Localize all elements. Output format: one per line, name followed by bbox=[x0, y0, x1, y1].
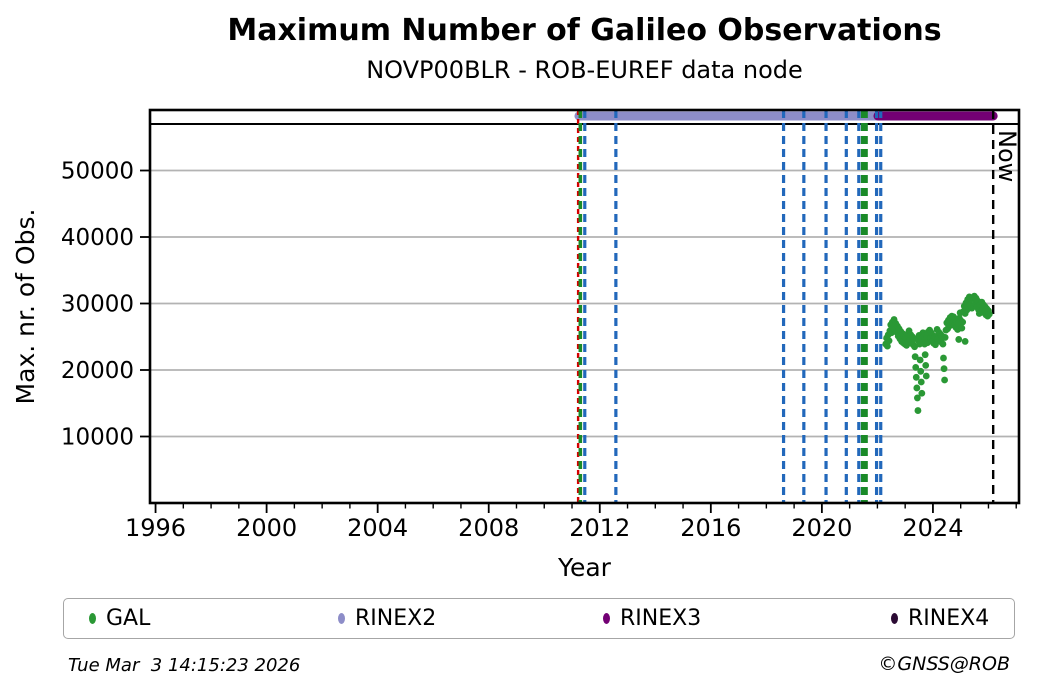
series-gal bbox=[882, 292, 993, 414]
chart-subtitle: NOVP00BLR - ROB-EUREF data node bbox=[366, 56, 803, 84]
svg-text:1996: 1996 bbox=[125, 514, 186, 542]
svg-text:20000: 20000 bbox=[61, 358, 134, 384]
legend-item-gal: GAL bbox=[89, 599, 150, 637]
svg-text:2000: 2000 bbox=[236, 514, 297, 542]
chart-title: Maximum Number of Galileo Observations bbox=[227, 13, 942, 48]
legend-item-rinex2: RINEX2 bbox=[338, 599, 436, 637]
svg-text:2012: 2012 bbox=[569, 514, 630, 542]
x-axis-ticks: 1996 2000 2004 2008 2012 2016 2020 2024 bbox=[125, 503, 1017, 542]
legend: GAL RINEX2 RINEX3 RINEX4 bbox=[63, 598, 1015, 639]
now-label: Now bbox=[993, 130, 1021, 182]
svg-text:2004: 2004 bbox=[347, 514, 408, 542]
y-axis-ticks: 10000 20000 30000 40000 50000 bbox=[61, 159, 150, 451]
svg-text:40000: 40000 bbox=[61, 225, 134, 251]
copyright: ©GNSS@ROB bbox=[878, 653, 1010, 675]
legend-label-rinex2: RINEX2 bbox=[355, 605, 437, 631]
legend-item-rinex4: RINEX4 bbox=[891, 599, 989, 637]
plot: Now 1996 2000 2004 2008 2012 2016 2020 2024 10000… bbox=[11, 108, 1021, 582]
plot-frame bbox=[148, 108, 1021, 505]
rinex3-marker-icon bbox=[603, 612, 610, 624]
timestamp: Tue Mar 3 14:15:23 2026 bbox=[68, 655, 301, 676]
svg-text:10000: 10000 bbox=[61, 425, 134, 451]
svg-text:2020: 2020 bbox=[791, 514, 852, 542]
svg-text:50000: 50000 bbox=[61, 159, 134, 185]
legend-label-rinex3: RINEX3 bbox=[620, 605, 702, 631]
rinex4-marker-icon bbox=[891, 612, 898, 624]
svg-text:2008: 2008 bbox=[458, 514, 519, 542]
legend-label-gal: GAL bbox=[106, 605, 151, 631]
y-axis-label: Max. nr. of Obs. bbox=[11, 209, 40, 405]
svg-text:30000: 30000 bbox=[61, 292, 134, 318]
legend-item-rinex3: RINEX3 bbox=[603, 599, 701, 637]
svg-text:2016: 2016 bbox=[680, 514, 741, 542]
gal-marker-icon bbox=[89, 612, 96, 624]
chart-header: Maximum Number of Galileo Observations N… bbox=[129, 0, 1040, 85]
event-lines bbox=[576, 110, 883, 503]
rinex2-marker-icon bbox=[338, 612, 345, 624]
legend-label-rinex4: RINEX4 bbox=[908, 605, 990, 631]
x-axis-label: Year bbox=[557, 553, 612, 582]
svg-text:2024: 2024 bbox=[902, 514, 963, 542]
